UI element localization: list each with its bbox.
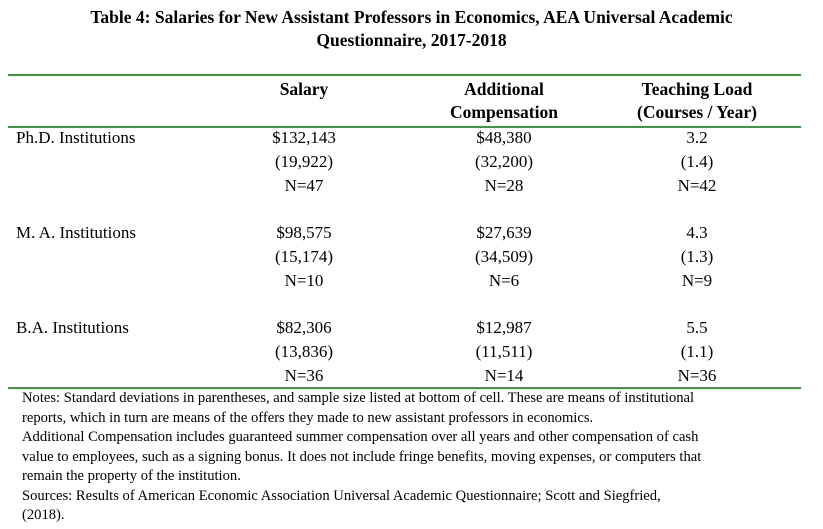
cell-ma-compensation-sd: (34,509): [474, 247, 534, 266]
cell-ma-salary-mean: $98,575: [276, 223, 332, 242]
cell-phd-load-mean: 3.2: [686, 128, 708, 147]
cell-ba-salary-sd: (13,836): [274, 342, 334, 361]
cell-phd-salary-sd: (19,922): [274, 152, 334, 171]
cell-ba-compensation-sd: (11,511): [475, 342, 533, 361]
row-label-phd: Ph.D. Institutions: [16, 128, 136, 147]
column-header-compensation: Additional Compensation: [434, 78, 574, 124]
column-header-compensation-line-2: Compensation: [450, 102, 558, 122]
notes-line-2: reports, which in turn are means of the …: [22, 409, 594, 426]
cell-ma-salary: $98,575 (15,174) N=10: [234, 221, 374, 293]
cell-ma-compensation-n: N=6: [488, 271, 520, 290]
cell-ba-compensation-mean: $12,987: [476, 318, 532, 337]
column-header-compensation-line-1: Additional: [464, 79, 544, 99]
bottom-rule: [8, 387, 801, 389]
column-header-teaching-load-line-2: (Courses / Year): [637, 102, 757, 122]
top-rule: [8, 74, 801, 76]
cell-ma-compensation: $27,639 (34,509) N=6: [434, 221, 574, 293]
cell-ma-load-mean: 4.3: [686, 223, 708, 242]
column-header-salary-label: Salary: [279, 79, 329, 99]
cell-ma-salary-n: N=10: [284, 271, 324, 290]
cell-ba-salary-n: N=36: [284, 366, 324, 385]
notes-line-4: value to employees, such as a signing bo…: [22, 448, 702, 465]
table-title-line-1: Table 4: Salaries for New Assistant Prof…: [90, 7, 733, 27]
notes-line-6: Sources: Results of American Economic As…: [22, 487, 661, 504]
cell-ma-compensation-mean: $27,639: [476, 223, 532, 242]
cell-ba-load-sd: (1.1): [680, 342, 714, 361]
cell-ma-load-sd: (1.3): [680, 247, 714, 266]
row-label-ba: B.A. Institutions: [16, 318, 129, 337]
notes-line-7: (2018).: [22, 507, 65, 523]
cell-ba-load: 5.5 (1.1) N=36: [626, 316, 768, 388]
table-title-line-2: Questionnaire, 2017-2018: [316, 30, 507, 50]
cell-phd-load-sd: (1.4): [680, 152, 714, 171]
row-label-ma: M. A. Institutions: [16, 223, 136, 242]
cell-ba-compensation-n: N=14: [484, 366, 524, 385]
cell-ma-load-n: N=9: [681, 271, 713, 290]
cell-ba-salary: $82,306 (13,836) N=36: [234, 316, 374, 388]
cell-ma-salary-sd: (15,174): [274, 247, 334, 266]
cell-phd-load: 3.2 (1.4) N=42: [626, 126, 768, 198]
cell-phd-compensation-n: N=28: [484, 176, 524, 195]
cell-phd-load-n: N=42: [677, 176, 717, 195]
cell-ba-compensation: $12,987 (11,511) N=14: [434, 316, 574, 388]
notes-line-1: Notes: Standard deviations in parenthese…: [22, 390, 695, 406]
cell-phd-compensation-mean: $48,380: [476, 128, 532, 147]
header-rule: [8, 126, 801, 128]
cell-ma-load: 4.3 (1.3) N=9: [626, 221, 768, 293]
cell-phd-salary: $132,143 (19,922) N=47: [234, 126, 374, 198]
cell-ba-load-n: N=36: [677, 366, 717, 385]
cell-ba-salary-mean: $82,306: [276, 318, 332, 337]
cell-ba-load-mean: 5.5: [686, 318, 708, 337]
column-header-teaching-load: Teaching Load (Courses / Year): [626, 78, 768, 124]
table-notes: Notes: Standard deviations in parenthese…: [22, 389, 807, 526]
notes-line-3: Additional Compensation includes guarant…: [22, 429, 699, 445]
table-title: Table 4: Salaries for New Assistant Prof…: [0, 6, 823, 52]
column-header-salary: Salary: [234, 78, 374, 101]
column-header-teaching-load-line-1: Teaching Load: [641, 79, 753, 99]
notes-line-5: remain the property of the institution.: [22, 468, 241, 484]
cell-phd-compensation: $48,380 (32,200) N=28: [434, 126, 574, 198]
cell-phd-salary-n: N=47: [284, 176, 324, 195]
cell-phd-compensation-sd: (32,200): [474, 152, 534, 171]
cell-phd-salary-mean: $132,143: [272, 128, 336, 147]
